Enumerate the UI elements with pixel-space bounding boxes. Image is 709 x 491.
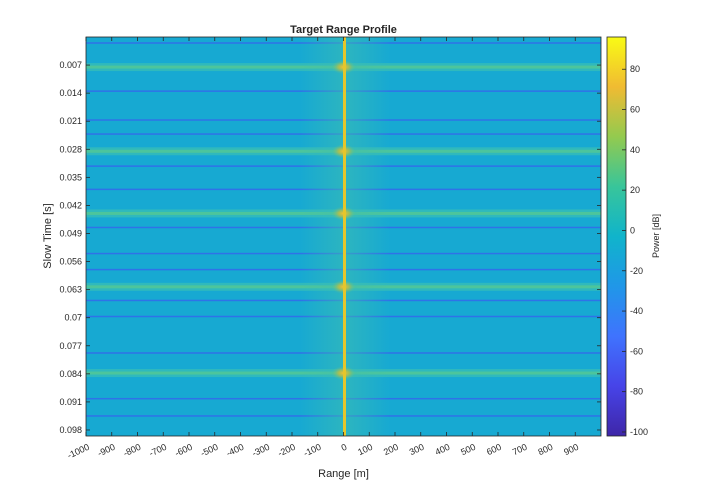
- x-tick-label: 500: [459, 442, 477, 457]
- y-tick-label: 0.077: [59, 341, 82, 351]
- x-tick-label: -600: [173, 442, 194, 459]
- colorbar-tick-label: -80: [630, 387, 643, 397]
- x-tick-label: 0: [340, 442, 349, 453]
- y-tick-label: 0.042: [59, 200, 82, 210]
- x-tick-label: 400: [433, 442, 451, 457]
- x-tick-label: 100: [356, 442, 374, 457]
- y-tick-label: 0.035: [59, 172, 82, 182]
- y-tick-label: 0.021: [59, 116, 82, 126]
- colorbar-tick-label: -20: [630, 266, 643, 276]
- x-tick-label: -1000: [66, 442, 91, 461]
- x-tick-label: -700: [148, 442, 169, 459]
- chart-title: Target Range Profile: [290, 24, 397, 36]
- colorbar-tick-label: 20: [630, 185, 640, 195]
- y-tick-label: 0.014: [59, 88, 82, 98]
- y-tick-label: 0.007: [59, 60, 82, 70]
- colorbar-tick-label: 80: [630, 64, 640, 74]
- heatmap-plot-area: [86, 37, 601, 436]
- x-axis-label: Range [m]: [318, 468, 369, 480]
- target-range-line: [343, 37, 346, 436]
- y-tick-label: 0.056: [59, 257, 82, 267]
- colorbar-tick-label: -40: [630, 306, 643, 316]
- colorbar-tick-label: 40: [630, 145, 640, 155]
- x-tick-label: -800: [122, 442, 143, 459]
- x-tick-label: 200: [382, 442, 400, 457]
- colorbar: [606, 36, 627, 437]
- y-tick-label: 0.098: [59, 425, 82, 435]
- y-tick-label: 0.084: [59, 369, 82, 379]
- y-tick-label: 0.028: [59, 144, 82, 154]
- x-tick-label: 900: [562, 442, 580, 457]
- x-tick-label: -400: [225, 442, 246, 459]
- colorbar-tick-label: -60: [630, 346, 643, 356]
- x-tick-label: -100: [302, 442, 323, 459]
- x-tick-label: 300: [408, 442, 426, 457]
- colorbar-label: Power [dB]: [651, 214, 661, 258]
- colorbar-tick-label: -100: [630, 427, 648, 437]
- y-tick-label: 0.07: [64, 313, 82, 323]
- y-tick-label: 0.091: [59, 397, 82, 407]
- x-tick-label: -500: [199, 442, 220, 459]
- x-tick-label: 600: [485, 442, 503, 457]
- y-tick-label: 0.063: [59, 285, 82, 295]
- x-tick-label: -900: [96, 442, 117, 459]
- colorbar-tick-label: 60: [630, 105, 640, 115]
- colorbar-tick-label: 0: [630, 225, 635, 235]
- x-tick-label: -200: [276, 442, 297, 459]
- x-tick-label: -300: [251, 442, 272, 459]
- y-tick-label: 0.049: [59, 228, 82, 238]
- y-axis-label: Slow Time [s]: [42, 203, 54, 268]
- x-tick-label: 800: [536, 442, 554, 457]
- x-tick-label: 700: [511, 442, 529, 457]
